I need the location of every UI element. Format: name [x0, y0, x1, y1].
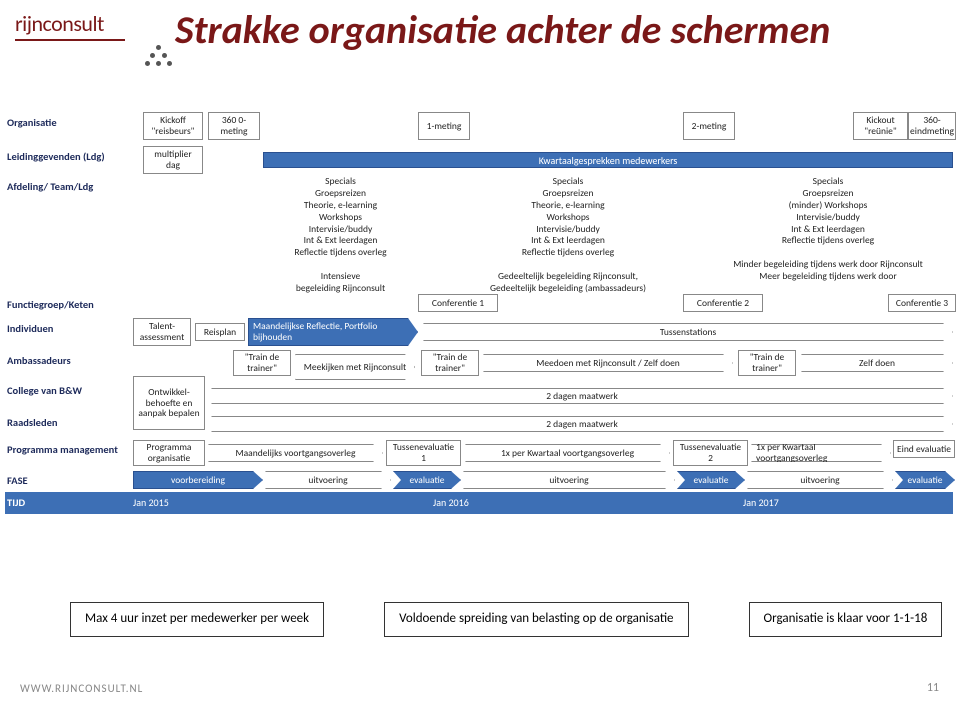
task-box: multiplier dag: [143, 146, 203, 174]
row-label: Organisatie: [5, 112, 133, 146]
callouts: Max 4 uur inzet per medewerker per week …: [70, 602, 942, 637]
track: 2 dagen maatwerk: [133, 412, 953, 440]
row-label: Leidinggevenden (Ldg): [5, 146, 133, 176]
task-box: Programma organisatie: [133, 440, 205, 466]
task-arrow: Meedoen met Rijnconsult / Zelf doen: [483, 354, 733, 372]
row-label: TIJD: [5, 492, 133, 514]
text-column: SpecialsGroepsreizenTheorie, e-learningW…: [263, 176, 418, 295]
task-box: Tussenevaluatie 2: [673, 440, 748, 466]
footer-url: WWW.RIJNCONSULT.NL: [20, 682, 143, 695]
task-arrow: Maandelijkse Reflectie, Portfolio bijhou…: [248, 318, 418, 346]
row-label: Programma management: [5, 440, 133, 470]
row-label: Functiegroep/Keten: [5, 294, 133, 318]
task-arrow: 1x per Kwartaal voortgangsoverleg: [465, 444, 670, 462]
task-arrow: evaluatie: [393, 471, 461, 489]
row-label: Ambassadeurs: [5, 350, 133, 380]
task-arrow: 2 dagen maatwerk: [211, 416, 953, 432]
row-college: College van B&W Ontwikkel-behoefte en aa…: [5, 380, 953, 412]
track: Conferentie 1 Conferentie 2 Conferentie 3: [133, 294, 953, 318]
task-arrow: evaluatie: [677, 471, 745, 489]
tijd-label: Jan 2015: [133, 496, 169, 509]
row-organisatie: Organisatie Kickoff "reisbeurs"360 0-met…: [5, 112, 953, 146]
logo-underline: [15, 39, 125, 41]
task-box: "Train de trainer": [421, 350, 479, 376]
page-number: 11: [927, 681, 939, 695]
text-column: SpecialsGroepsreizen(minder) WorkshopsIn…: [713, 176, 943, 283]
row-raadsleden: Raadsleden 2 dagen maatwerk: [5, 412, 953, 440]
task-arrow: Zelf doen: [801, 354, 953, 372]
task-arrow: uitvoering: [265, 471, 391, 489]
task-arrow: voorbereiding: [133, 471, 263, 489]
task-arrow: 1x per Kwartaal voortgangsoverleg: [751, 444, 891, 462]
callout-box: Organisatie is klaar voor 1-1-18: [749, 602, 943, 637]
track: Kickoff "reisbeurs"360 0-meting 1-meting 2…: [133, 112, 953, 146]
task-box: 360-eindmeting: [908, 112, 956, 140]
text-column: SpecialsGroepsreizenTheorie, e-learningW…: [453, 176, 683, 295]
row-label: FASE: [5, 470, 133, 492]
row-afdeling: Afdeling/ Team/Ldg SpecialsGroepsreizenT…: [5, 176, 953, 294]
task-arrow: Maandelijks voortgangsoverleg: [208, 444, 383, 462]
task-arrow: Meekijken met Rijnconsult: [295, 354, 415, 380]
task-box: 2-meting: [683, 112, 735, 140]
task-box: Kickoff "reisbeurs": [143, 112, 203, 140]
callout-box: Max 4 uur inzet per medewerker per week: [70, 602, 324, 637]
track: multiplier dag Kwartaalgesprekken medewer…: [133, 146, 953, 176]
row-individuen: Individuen Talent-assessmentReisplanMaan…: [5, 318, 953, 350]
task-arrow: Tussenstations: [423, 323, 953, 341]
tijd-label: Jan 2017: [743, 496, 779, 509]
track: voorbereidinguitvoeringevaluatieuitvoeri…: [133, 470, 953, 494]
gantt-chart: Organisatie Kickoff "reisbeurs"360 0-met…: [5, 112, 953, 514]
task-box: "Train de trainer": [738, 350, 796, 376]
row-tijd: TIJD Jan 2015 Jan 2016 Jan 2017: [5, 492, 953, 514]
track: Programma organisatieMaandelijks voortga…: [133, 440, 953, 470]
row-label: Afdeling/ Team/Ldg: [5, 176, 133, 294]
task-box: Conferentie 3: [888, 294, 956, 312]
row-programma: Programma management Programma organisat…: [5, 440, 953, 470]
track: Ontwikkel-behoefte en aanpak bepalen2 da…: [133, 380, 953, 412]
row-leidinggevenden: Leidinggevenden (Ldg) multiplier dag Kwar…: [5, 146, 953, 176]
task-box: 360 0-meting: [208, 112, 260, 140]
row-label: Raadsleden: [5, 412, 133, 440]
logo-text: rijnconsult: [15, 10, 125, 37]
task-arrow: 2 dagen maatwerk: [211, 388, 953, 404]
task-box: Reisplan: [195, 323, 245, 341]
task-box: 1-meting: [418, 112, 470, 140]
row-fase: FASE voorbereidinguitvoeringevaluatieuit…: [5, 470, 953, 492]
task-box: Kickout "reünie": [853, 112, 908, 140]
logo: rijnconsult: [15, 10, 125, 41]
page-title: Strakke organisatie achter de schermen: [175, 8, 830, 52]
tijd-label: Jan 2016: [433, 496, 469, 509]
track: Jan 2015 Jan 2016 Jan 2017: [133, 492, 953, 516]
track: "Train de trainer"Meekijken met Rijncons…: [133, 350, 953, 380]
task-box: Talent-assessment: [133, 318, 191, 346]
track: SpecialsGroepsreizenTheorie, e-learningW…: [133, 176, 953, 294]
task-arrow: uitvoering: [747, 471, 893, 489]
callout-box: Voldoende spreiding van belasting op de …: [384, 602, 688, 637]
task-box: Tussenevaluatie 1: [386, 440, 461, 466]
row-label: Individuen: [5, 318, 133, 350]
task-arrow: evaluatie: [895, 471, 955, 489]
task-bar: Kwartaalgesprekken medewerkers: [263, 152, 953, 168]
task-box: Conferentie 1: [418, 294, 498, 312]
row-label: College van B&W: [5, 380, 133, 412]
task-arrow: uitvoering: [463, 471, 675, 489]
track: Talent-assessmentReisplanMaandelijkse Re…: [133, 318, 953, 350]
logo-dots-icon: [145, 45, 173, 67]
task-box: Conferentie 2: [683, 294, 763, 312]
task-box: "Train de trainer": [233, 350, 291, 376]
task-box: Eind evaluatie: [893, 440, 955, 458]
row-functiegroep: Functiegroep/Keten Conferentie 1Conferen…: [5, 294, 953, 318]
